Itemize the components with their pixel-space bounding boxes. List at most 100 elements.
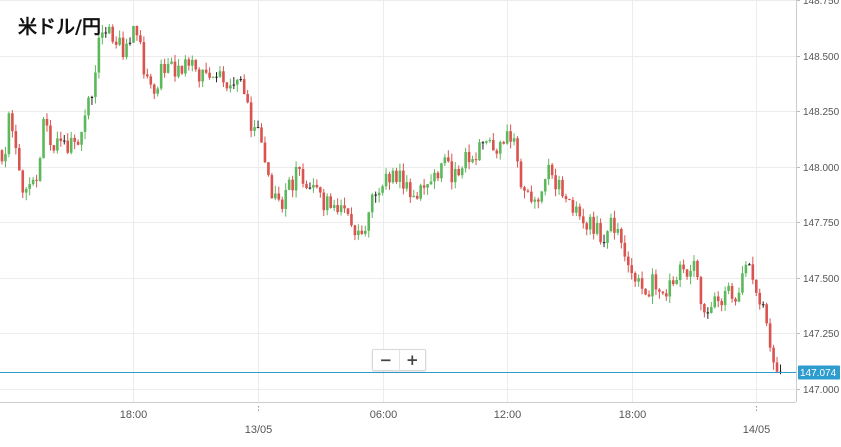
candle-body [170, 61, 173, 64]
candle-body [377, 192, 381, 196]
candle-body [533, 199, 537, 202]
candle-body [730, 285, 734, 299]
candle-layer [0, 24, 782, 375]
candle-body [62, 140, 66, 142]
candle-body [485, 141, 488, 143]
candle-body [696, 261, 699, 278]
candle-body [429, 181, 433, 185]
candle-body [132, 25, 135, 43]
x-tick-label: 18:00 [619, 409, 647, 421]
x-tick-label: 13/05 [245, 424, 273, 436]
candle-body [488, 139, 492, 142]
candle-body [353, 225, 357, 236]
candle-body [135, 25, 139, 36]
candle-body [405, 182, 409, 189]
candle-body [97, 37, 101, 73]
candle-body [554, 175, 557, 190]
candle-body [45, 118, 49, 126]
candle-body [550, 164, 554, 176]
candle-body [312, 184, 315, 188]
candle-body [505, 131, 509, 144]
candle-body [415, 195, 419, 199]
candle-body [242, 79, 246, 95]
candle-body [42, 118, 45, 159]
candle-body [623, 242, 627, 257]
candle-body [73, 137, 76, 142]
candle-body [370, 194, 374, 213]
candle-body [436, 172, 440, 179]
candle-body [626, 256, 630, 266]
y-tick-label: 147.250 [803, 329, 840, 340]
candle-body [571, 199, 575, 213]
candle-body [146, 74, 149, 77]
candle-body [59, 138, 63, 142]
plot-background [0, 0, 796, 402]
zoom-control: − + [372, 349, 426, 371]
candle-body [519, 161, 523, 188]
candle-body [665, 293, 668, 297]
candle-body [699, 277, 703, 305]
candle-body [163, 63, 166, 73]
candle-body [187, 59, 191, 66]
zoom-out-button[interactable]: − [373, 350, 399, 370]
candle-body [754, 279, 758, 293]
candle-body [734, 298, 737, 302]
candle-body [703, 304, 706, 313]
candle-body [319, 187, 322, 193]
candle-body [568, 199, 571, 201]
candle-body [4, 154, 7, 162]
candle-body [547, 164, 550, 180]
candle-body [474, 159, 478, 161]
candle-body [52, 145, 56, 151]
candle-body [38, 158, 42, 181]
x-tick-label: 12:00 [494, 409, 522, 421]
candle-body [675, 279, 678, 285]
candle-body [388, 173, 391, 183]
candle-body [575, 206, 578, 213]
zoom-in-button[interactable]: + [398, 350, 426, 370]
candle-body [516, 138, 519, 162]
candle-body [94, 72, 97, 97]
candle-body [453, 168, 457, 183]
candle-body [87, 97, 90, 116]
candle-body [758, 292, 762, 305]
candle-body [716, 296, 720, 302]
candle-body [381, 186, 384, 193]
candle-body [647, 294, 651, 297]
candle-body [658, 289, 661, 292]
candle-body [751, 264, 755, 280]
candle-body [287, 179, 291, 190]
candle-body [7, 113, 11, 155]
candle-body [498, 141, 502, 154]
candle-body [578, 206, 582, 217]
candle-body [706, 312, 710, 314]
candle-body [620, 228, 623, 243]
candle-body [478, 142, 481, 161]
candle-body [443, 157, 447, 164]
candle-body [180, 65, 184, 74]
candle-body [21, 170, 25, 193]
candle-body [322, 192, 326, 211]
x-tick-label: 14/05 [743, 424, 771, 436]
candle-body [125, 43, 128, 58]
candle-body [235, 79, 239, 85]
candle-body [561, 179, 564, 197]
candle-body [447, 157, 450, 162]
candle-body [83, 115, 87, 132]
candle-body [537, 199, 540, 202]
candle-body [467, 152, 471, 163]
candle-body [253, 127, 256, 131]
candle-body [640, 278, 644, 289]
candle-body [332, 205, 336, 209]
candle-body [481, 142, 485, 144]
candle-body [301, 168, 305, 184]
candle-body [710, 307, 713, 313]
candle-body [24, 188, 28, 193]
price-layer: 147.074 [0, 365, 840, 380]
candle-body [433, 172, 436, 182]
candle-body [159, 63, 163, 89]
candle-body [360, 230, 364, 234]
candle-body [402, 170, 405, 189]
candle-body [166, 63, 170, 73]
candle-body [723, 290, 727, 306]
